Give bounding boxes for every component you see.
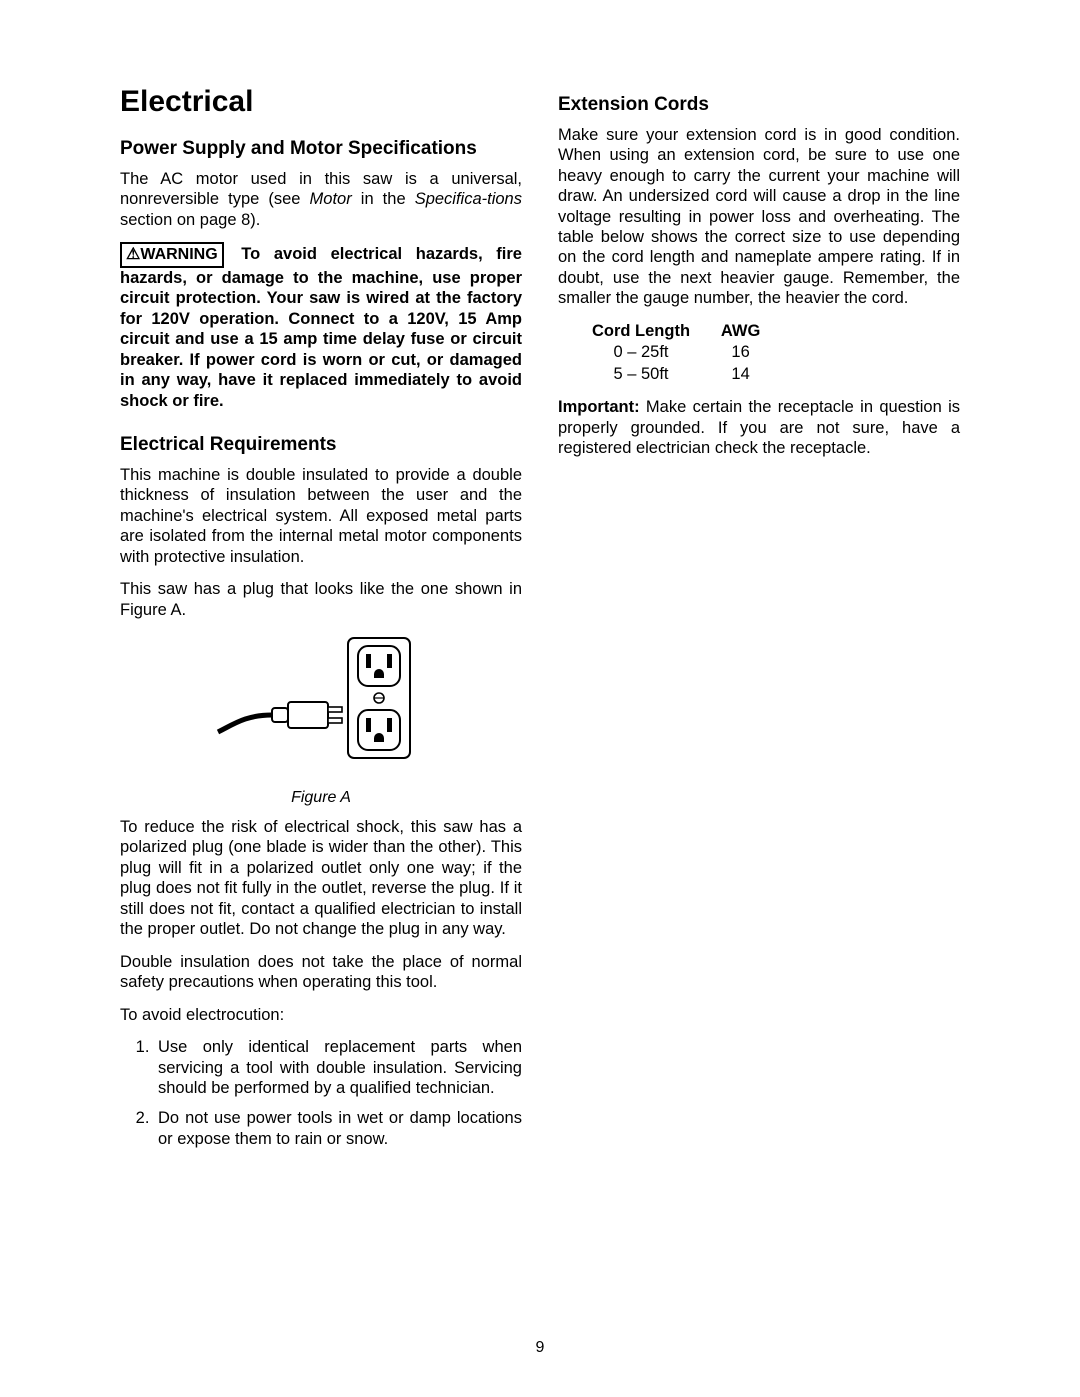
- cord-length-table: Cord Length AWG 0 – 25ft 16 5 – 50ft 14: [576, 321, 960, 385]
- table-header: Cord Length: [576, 321, 706, 342]
- two-column-layout: Electrical Power Supply and Motor Specif…: [120, 85, 960, 1159]
- electrical-requirements-heading: Electrical Requirements: [120, 433, 522, 457]
- right-column: Extension Cords Make sure your extension…: [558, 85, 960, 1159]
- manual-page: Electrical Power Supply and Motor Specif…: [0, 0, 1080, 1397]
- body-paragraph: This machine is double insulated to prov…: [120, 465, 522, 567]
- important-paragraph: Important: Make certain the receptacle i…: [558, 397, 960, 458]
- power-supply-paragraph: The AC motor used in this saw is a unive…: [120, 169, 522, 230]
- body-paragraph: This saw has a plug that looks like the …: [120, 579, 522, 620]
- warning-text: ⚠WARNING To avoid electrical hazards, fi…: [120, 242, 522, 411]
- plug-outlet-icon: [216, 632, 426, 782]
- list-item: Use only identical replacement parts whe…: [154, 1037, 522, 1098]
- figure-caption: Figure A: [120, 789, 522, 807]
- power-supply-heading: Power Supply and Motor Specifications: [120, 137, 522, 161]
- extension-cords-heading: Extension Cords: [558, 93, 960, 117]
- page-title: Electrical: [120, 85, 522, 119]
- page-number: 9: [0, 1339, 1080, 1357]
- body-paragraph: Double insulation does not take the plac…: [120, 952, 522, 993]
- left-column: Electrical Power Supply and Motor Specif…: [120, 85, 522, 1159]
- table-row: 5 – 50ft 14: [576, 364, 960, 385]
- body-paragraph: Make sure your extension cord is in good…: [558, 125, 960, 309]
- warning-icon: ⚠WARNING: [120, 242, 224, 268]
- table-header: AWG: [711, 321, 771, 342]
- figure-a: Figure A: [120, 632, 522, 807]
- table-row: 0 – 25ft 16: [576, 342, 960, 363]
- body-paragraph: To avoid electrocution:: [120, 1005, 522, 1025]
- precautions-list: Use only identical replacement parts whe…: [120, 1037, 522, 1149]
- table-header-row: Cord Length AWG: [576, 321, 960, 342]
- list-item: Do not use power tools in wet or damp lo…: [154, 1108, 522, 1149]
- warning-block: ⚠WARNING To avoid electrical hazards, fi…: [120, 242, 522, 411]
- body-paragraph: To reduce the risk of electrical shock, …: [120, 817, 522, 940]
